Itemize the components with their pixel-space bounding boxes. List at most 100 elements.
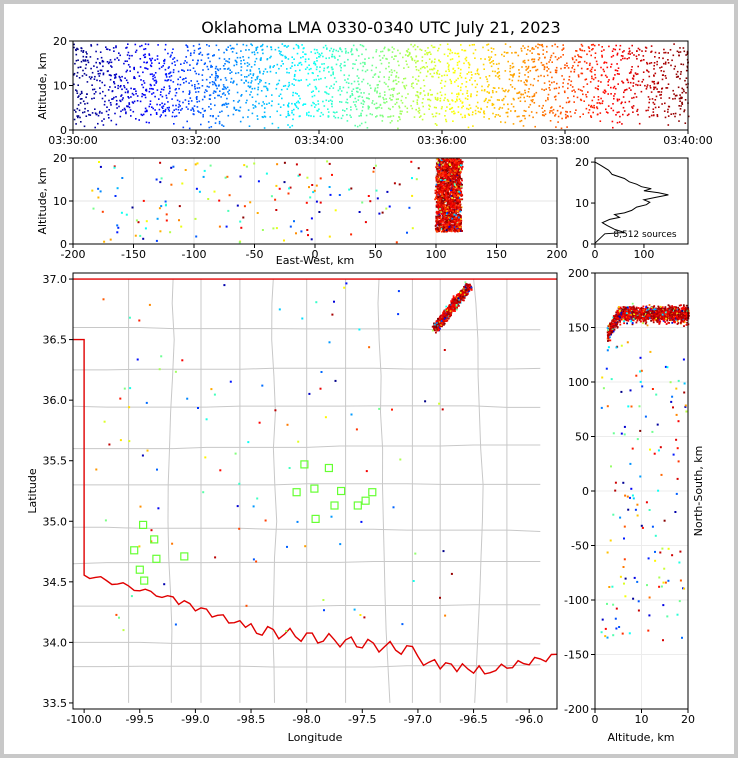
time-height-point — [379, 103, 382, 106]
time-height-point — [385, 101, 388, 103]
time-height-point — [226, 60, 229, 63]
time-height-point — [173, 61, 176, 63]
time-height-point — [279, 52, 281, 55]
ew-height-point — [446, 182, 449, 185]
time-height-point — [196, 80, 199, 83]
time-height-point — [486, 44, 488, 46]
time-height-point — [175, 92, 178, 94]
time-height-point — [488, 59, 491, 62]
ew-height-point — [388, 205, 391, 208]
time-height-point — [240, 94, 243, 96]
time-height-point — [476, 70, 479, 72]
time-height-point — [434, 58, 436, 61]
time-height-point — [634, 72, 637, 74]
time-height-point — [492, 91, 494, 94]
time-height-point — [554, 69, 557, 71]
time-height-point — [630, 71, 632, 74]
ew-height-point — [452, 210, 454, 213]
time-height-point — [449, 48, 451, 51]
time-height-point — [685, 77, 688, 79]
time-height-point — [393, 69, 396, 72]
ew-height-point — [283, 239, 285, 242]
ew-height-point — [283, 161, 286, 164]
time-height-point — [366, 127, 369, 129]
ew-height-point — [457, 199, 460, 201]
time-height-point — [460, 86, 462, 89]
time-height-point — [449, 49, 452, 52]
time-height-point — [533, 60, 536, 63]
ew-height-point — [297, 174, 300, 177]
ew-height-point — [447, 214, 450, 217]
time-height-point — [686, 53, 689, 55]
county-boundary — [73, 664, 541, 668]
ew-height-point — [318, 211, 321, 213]
ew-height-point — [440, 211, 443, 214]
time-height-point — [490, 65, 493, 68]
time-height-point — [682, 88, 685, 91]
time-height-point — [78, 109, 81, 112]
time-height-point — [337, 50, 340, 53]
time-height-point — [530, 99, 533, 102]
time-height-point — [501, 99, 503, 101]
time-height-point — [299, 61, 302, 64]
ew-height-point — [450, 224, 453, 226]
time-height-point — [281, 97, 283, 100]
ew-height-point — [145, 220, 148, 223]
time-height-point — [380, 50, 382, 53]
time-height-point — [144, 110, 147, 113]
time-height-point — [547, 68, 550, 70]
time-height-point — [134, 88, 136, 90]
time-height-point — [73, 46, 75, 49]
time-height-point — [183, 82, 185, 84]
time-height-point — [573, 89, 575, 91]
time-height-point — [291, 112, 293, 114]
time-height-point — [362, 45, 365, 48]
time-height-point — [156, 89, 159, 91]
time-height-point — [286, 46, 288, 48]
ew-height-point — [454, 229, 457, 232]
ew-height-point — [155, 178, 158, 181]
time-height-point — [331, 53, 334, 56]
ew-height-point — [437, 207, 440, 210]
time-height-point — [444, 115, 446, 117]
time-height-point — [266, 58, 268, 61]
time-height-point — [288, 72, 290, 74]
time-height-point — [225, 87, 227, 90]
time-height-point — [121, 109, 124, 111]
ew-height-point — [455, 185, 457, 188]
time-height-point — [160, 114, 162, 116]
time-height-point — [336, 111, 338, 113]
ew-height-point — [436, 179, 439, 182]
time-height-point — [123, 85, 125, 87]
time-height-point — [559, 112, 562, 115]
ew-height-point — [450, 183, 453, 186]
county-boundary — [167, 279, 175, 703]
time-height-point — [399, 118, 401, 121]
time-height-point — [667, 115, 670, 117]
time-height-point — [168, 72, 170, 75]
time-height-point — [268, 83, 271, 85]
time-height-point — [295, 79, 297, 81]
time-height-point — [218, 94, 220, 97]
ew-height-point — [440, 203, 443, 206]
ew-height-point — [448, 184, 451, 187]
time-height-point — [218, 49, 220, 51]
time-height-point — [476, 90, 479, 93]
time-height-point — [329, 99, 332, 102]
ew-height-point — [449, 201, 451, 203]
time-height-point — [575, 50, 578, 52]
time-height-point — [168, 87, 171, 90]
ew-height-point — [438, 171, 440, 173]
time-height-point — [446, 106, 448, 108]
ew-height-point — [446, 203, 449, 206]
ew-height-point — [456, 173, 459, 176]
time-height-point — [488, 84, 490, 86]
ew-height-ytick-label: 0 — [60, 238, 67, 251]
time-height-point — [268, 102, 270, 104]
time-height-point — [552, 112, 554, 114]
time-height-point — [198, 53, 200, 55]
time-height-point — [308, 68, 311, 71]
time-height-point — [385, 67, 387, 70]
time-height-point — [232, 82, 234, 84]
ew-height-point — [441, 171, 444, 174]
